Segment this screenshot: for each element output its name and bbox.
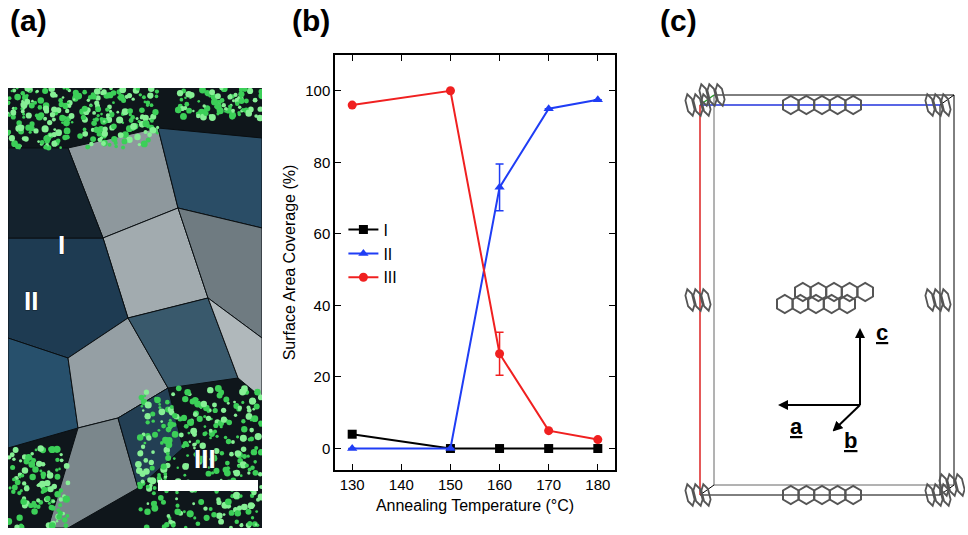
svg-text:20: 20 <box>314 368 331 385</box>
svg-text:I: I <box>58 230 65 260</box>
svg-text:II: II <box>24 286 38 316</box>
html-text:(a): (a) <box>10 4 47 37</box>
svg-text:40: 40 <box>314 297 331 314</box>
svg-text:180: 180 <box>585 476 610 493</box>
html-text:(b): (b) <box>292 4 331 37</box>
svg-text:80: 80 <box>314 154 331 171</box>
svg-text:160: 160 <box>487 476 512 493</box>
html-text:(c): (c) <box>660 4 697 37</box>
svg-text:III: III <box>194 444 216 474</box>
svg-text:III: III <box>383 269 396 286</box>
svg-text:c: c <box>876 320 888 345</box>
svg-text:a: a <box>790 414 803 439</box>
svg-text:II: II <box>383 246 392 263</box>
svg-text:130: 130 <box>340 476 365 493</box>
svg-text:b: b <box>844 428 857 453</box>
svg-text:150: 150 <box>438 476 463 493</box>
svg-text:0: 0 <box>322 440 330 457</box>
svg-text:170: 170 <box>536 476 561 493</box>
svg-text:60: 60 <box>314 225 331 242</box>
svg-text:Surface Area Coverage (%): Surface Area Coverage (%) <box>281 165 298 361</box>
svg-text:140: 140 <box>389 476 414 493</box>
svg-text:I: I <box>383 222 387 239</box>
svg-text:Annealing Temperature (°C): Annealing Temperature (°C) <box>376 497 574 514</box>
svg-text:100: 100 <box>305 82 330 99</box>
